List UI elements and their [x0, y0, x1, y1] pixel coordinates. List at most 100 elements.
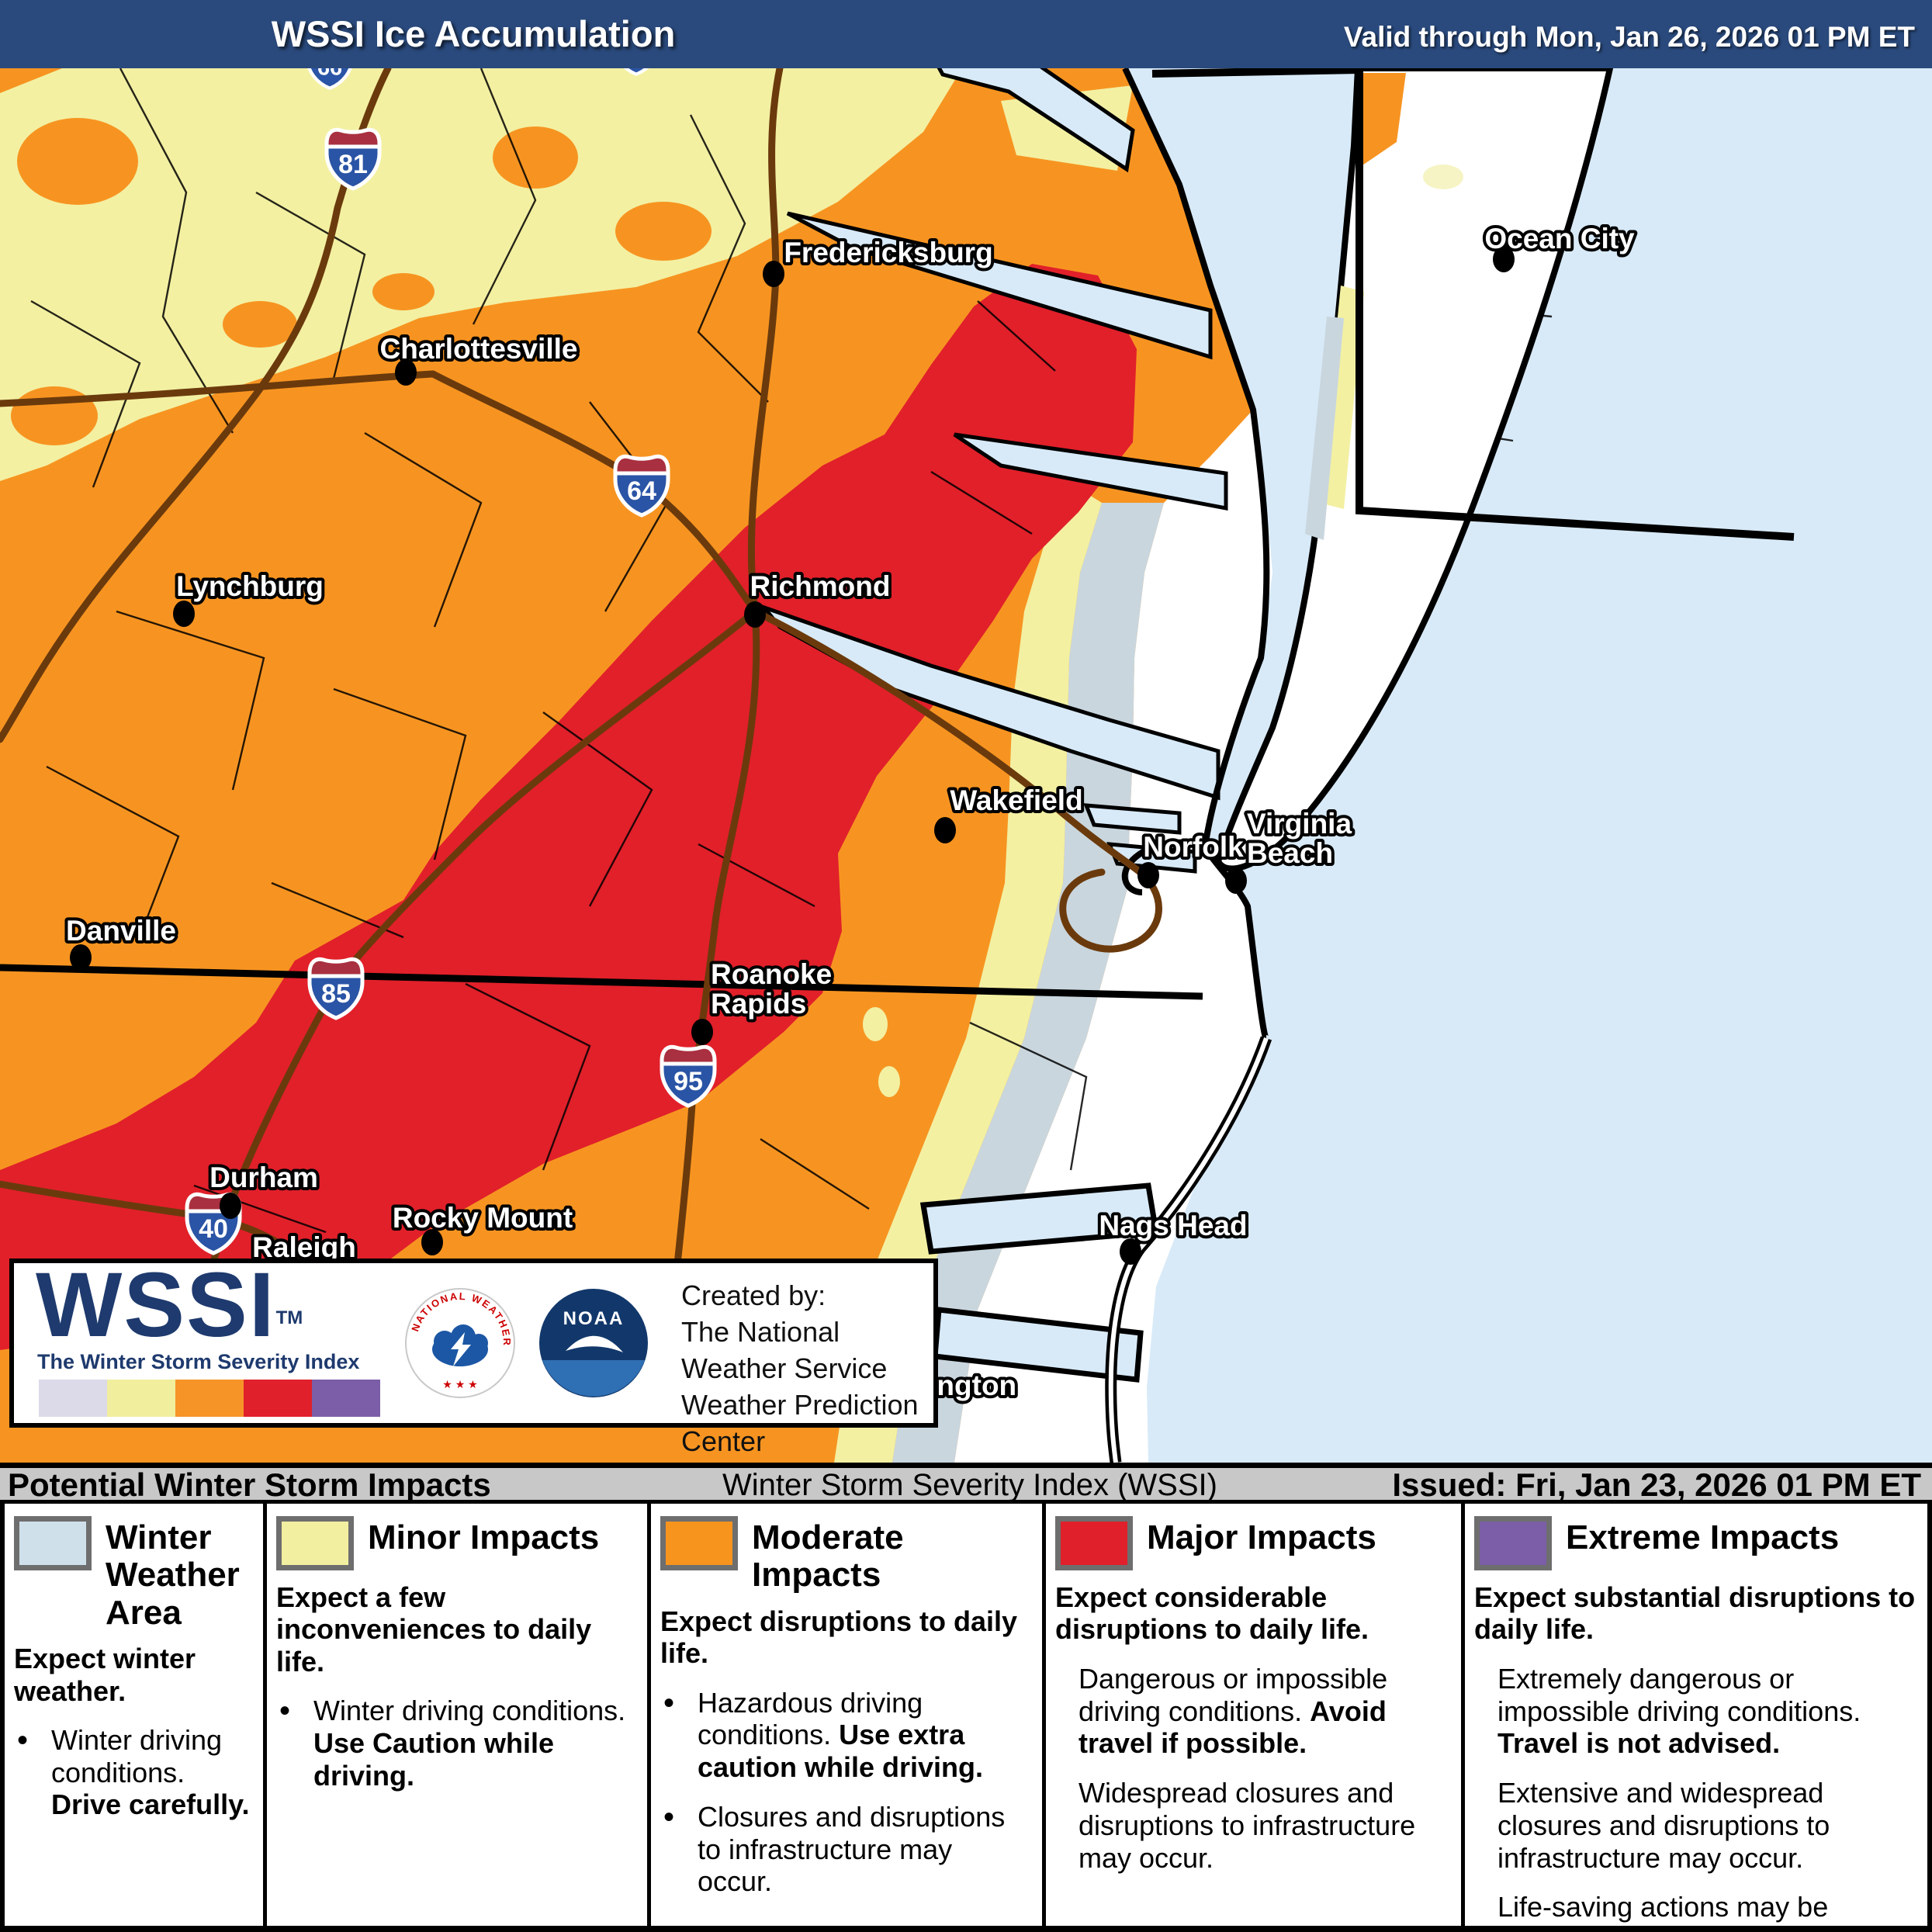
created-by-center: Weather Prediction Center — [681, 1389, 919, 1457]
status-bar: Potential Winter Storm Impacts Winter St… — [0, 1463, 1932, 1504]
nws-lightning-bolt — [451, 1332, 471, 1366]
city-label-durham: Durham — [209, 1162, 318, 1193]
orange-patch — [493, 126, 578, 189]
wssi-colorbar-swatch-2 — [175, 1380, 244, 1417]
issued-label: Issued: Fri, Jan 23, 2026 01 PM ET — [1392, 1466, 1921, 1503]
legend-title-minor-impacts: Minor Impacts — [368, 1518, 600, 1556]
city-norfolk: Norfolk — [1137, 828, 1247, 888]
city-label-virginia-beach: Beach — [1247, 837, 1333, 869]
city-label-rocky-mount: Rocky Mount — [393, 1202, 573, 1234]
svg-text:85: 85 — [321, 979, 351, 1009]
created-by-label: Created by: — [681, 1279, 826, 1311]
state-boundary-md — [1151, 68, 1795, 541]
page-title: WSSI Ice Accumulation — [271, 13, 676, 54]
rappahannock-river — [786, 211, 1213, 360]
orange-patch — [11, 386, 98, 445]
city-durham: Durham — [206, 1158, 321, 1219]
city-nags-head: Nags Head — [1096, 1207, 1251, 1265]
wssi-severity-colorbar — [39, 1380, 380, 1417]
city-dot-ocean-city — [1493, 246, 1515, 272]
legend-title-moderate-impacts: Moderate Impacts — [752, 1518, 904, 1594]
delmarva-orange-patch — [1358, 73, 1406, 165]
svg-text:66: 66 — [317, 68, 342, 81]
city-label-wakefield: Wakefield — [950, 784, 1082, 816]
interstate-shields: 81 66 66 64 85 95 40 — [185, 68, 717, 1255]
orange-patch — [17, 118, 138, 205]
legend-title-extreme-impacts: Extreme Impacts — [1566, 1518, 1840, 1556]
noaa-text: NOAA — [563, 1308, 625, 1329]
created-by-org: The National Weather Service — [681, 1316, 888, 1384]
legend-item: Dangerous or impossible driving conditio… — [1079, 1662, 1388, 1760]
city-dot-durham — [220, 1193, 241, 1219]
svg-text:64: 64 — [627, 476, 656, 506]
city-label-lynchburg: Lynchburg — [176, 570, 324, 602]
legend-item: Life-saving actions may be needed. — [1497, 1891, 1829, 1926]
delmarva-gray-strip — [1305, 317, 1344, 540]
legend-intro-extreme-impacts: Expect substantial disruptions to daily … — [1474, 1581, 1916, 1646]
legend-item: Extensive and widespread closures and di… — [1497, 1777, 1830, 1874]
created-by-block: Created by: The National Weather Service… — [681, 1277, 933, 1459]
legend-item: • Winter driving conditions. Use Caution … — [279, 1694, 626, 1792]
nws-stars: ★ ★ ★ — [442, 1378, 477, 1390]
city-dot-virginia-beach — [1225, 867, 1247, 894]
city-dot-wakefield — [934, 817, 956, 843]
orange-patch — [615, 202, 712, 261]
impact-legend: Winter Weather Area Expect winter weather… — [0, 1504, 1932, 1932]
legend-item: Extremely dangerous or impossible drivin… — [1497, 1662, 1861, 1760]
city-label-roanoke-rapids: Rapids — [711, 988, 806, 1020]
orange-patch — [372, 273, 435, 310]
interstate-85-shield: 85 — [307, 957, 365, 1020]
nws-logo: NATIONAL WEATHER SERVICE ★ ★ ★ — [405, 1288, 515, 1398]
bullet-icon: • — [663, 1685, 675, 1720]
city-charlottesville: Charlottesville — [377, 330, 580, 386]
legend-item: • Closures and disruptions to infrastruct… — [663, 1799, 1006, 1898]
wssi-colorbar-swatch-0 — [39, 1380, 107, 1417]
outer-banks — [1105, 1036, 1272, 1463]
city-dot-lynchburg — [173, 601, 195, 627]
legend-intro-winter-weather-area: Expect winter weather. — [14, 1643, 196, 1707]
city-dot-fredericksburg — [763, 261, 784, 287]
wssi-logo-text: WSSITM — [36, 1254, 303, 1356]
city-dot-roanoke-rapids — [691, 1019, 713, 1045]
legend-intro-minor-impacts: Expect a few inconveniences to daily lif… — [276, 1581, 592, 1678]
city-label-roanoke-rapids: Roanoke — [711, 958, 832, 990]
noaa-seagull — [566, 1335, 623, 1352]
city-dot-charlottesville — [395, 359, 417, 386]
city-label-virginia-beach: Virginia — [1247, 808, 1352, 840]
legend-column-extreme-impacts: Extreme Impacts Expect substantial disrup… — [1465, 1504, 1932, 1926]
legend-intro-major-impacts: Expect considerable disruptions to daily… — [1055, 1581, 1369, 1646]
legend-column-moderate-impacts: Moderate Impacts Expect disruptions to da… — [651, 1504, 1046, 1926]
rivers — [758, 68, 1228, 874]
map-canvas: 81 66 66 64 85 95 40 Fredericksburg Charlottesv… — [0, 68, 1932, 1463]
york-river — [953, 432, 1228, 511]
header-bar: WSSI Ice Accumulation Valid through Mon,… — [0, 0, 1932, 68]
city-label-danville: Danville — [66, 915, 176, 947]
legend-swatch-minor-impacts — [276, 1516, 354, 1570]
potomac-river — [937, 68, 1135, 173]
legend-swatch-major-impacts — [1055, 1516, 1133, 1570]
bullet-icon: • — [663, 1799, 675, 1834]
noaa-logo: NOAA — [539, 1289, 648, 1397]
legend-swatch-moderate-impacts — [660, 1516, 738, 1570]
status-bar-title: Potential Winter Storm Impacts — [8, 1466, 491, 1503]
city-dot-nags-head — [1120, 1238, 1141, 1265]
yellow-patch — [878, 1066, 900, 1097]
bullet-icon: • — [279, 1694, 291, 1729]
legend-title-winter-weather-area: Winter Weather Area — [106, 1518, 240, 1632]
wssi-tagline: The Winter Storm Severity Index — [37, 1350, 360, 1373]
legend-item: • Winter driving conditions. Drive carefu… — [17, 1723, 250, 1821]
legend-column-minor-impacts: Minor Impacts Expect a few inconveniences… — [267, 1504, 651, 1926]
city-fredericksburg: Fredericksburg — [763, 234, 996, 287]
wssi-colorbar-swatch-1 — [107, 1380, 175, 1417]
orange-patch — [223, 301, 297, 348]
status-bar-subtitle: Winter Storm Severity Index (WSSI) — [722, 1468, 1217, 1502]
interstate-40-shield: 40 — [185, 1192, 242, 1255]
city-label-norfolk: Norfolk — [1143, 831, 1244, 863]
legend-swatch-winter-weather-area — [14, 1516, 92, 1570]
city-wakefield: Wakefield — [934, 781, 1086, 843]
trademark-symbol: TM — [275, 1307, 303, 1328]
bullet-icon: • — [17, 1723, 29, 1757]
noaa-lower-half — [542, 1360, 645, 1397]
city-ocean-city: Ocean City — [1481, 220, 1638, 272]
interstate-95-shield: 95 — [660, 1044, 717, 1108]
